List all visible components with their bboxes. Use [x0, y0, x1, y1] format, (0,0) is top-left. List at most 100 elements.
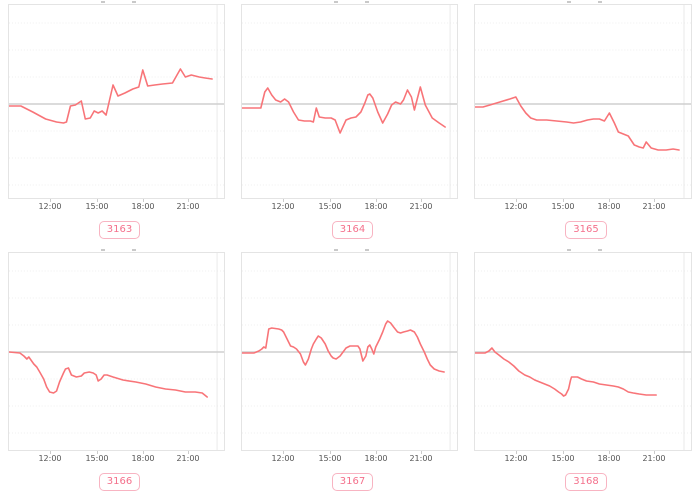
- x-axis-tick: [609, 451, 610, 454]
- badge-row: 3165: [466, 221, 700, 239]
- x-tick-label: 15:00: [551, 454, 575, 463]
- x-axis-tick: [50, 451, 51, 454]
- title-fragment: [365, 249, 369, 251]
- x-tick-label: 12:00: [271, 202, 295, 211]
- x-tick-label: 15:00: [85, 202, 109, 211]
- x-axis-tick: [654, 199, 655, 202]
- x-axis: 12:00 15:00 18:00 21:00: [474, 451, 692, 467]
- chart-cell: 12:00 15:00 18:00 21:00 3165: [466, 0, 700, 248]
- x-tick-label: 18:00: [597, 454, 621, 463]
- chart-canvas: [475, 5, 691, 198]
- title-fragment: [365, 1, 369, 3]
- chart-id-badge[interactable]: 3166: [98, 473, 141, 491]
- badge-row: 3164: [233, 221, 466, 239]
- x-axis-tick: [283, 199, 284, 202]
- x-axis: 12:00 15:00 18:00 21:00: [241, 451, 458, 467]
- series-line: [475, 347, 657, 397]
- x-axis: 12:00 15:00 18:00 21:00: [474, 199, 692, 215]
- x-axis-tick: [330, 451, 331, 454]
- x-tick-label: 12:00: [271, 454, 295, 463]
- title-fragment: [132, 1, 136, 3]
- x-axis-tick: [516, 199, 517, 202]
- title-fragment: [101, 1, 105, 3]
- chart-canvas: [242, 5, 457, 198]
- x-tick-label: 21:00: [642, 454, 666, 463]
- title-fragment: [334, 249, 338, 251]
- line-chart-plot-area[interactable]: [241, 252, 458, 451]
- chart-id-badge[interactable]: 3163: [98, 221, 141, 239]
- x-axis-tick: [421, 199, 422, 202]
- x-axis-tick: [50, 199, 51, 202]
- title-fragment: [598, 249, 602, 251]
- clipped-chart-title: [233, 0, 466, 4]
- chart-canvas: [9, 253, 224, 450]
- x-axis-tick: [188, 199, 189, 202]
- x-axis-tick: [654, 451, 655, 454]
- badge-row: 3167: [233, 473, 466, 491]
- badge-row: 3163: [0, 221, 233, 239]
- x-tick-label: 21:00: [642, 202, 666, 211]
- x-tick-label: 21:00: [409, 202, 433, 211]
- chart-cell: 12:00 15:00 18:00 21:00 3164: [233, 0, 466, 248]
- line-chart-plot-area[interactable]: [474, 252, 692, 451]
- x-axis-tick: [143, 199, 144, 202]
- chart-id-badge[interactable]: 3164: [331, 221, 374, 239]
- x-axis: 12:00 15:00 18:00 21:00: [8, 451, 225, 467]
- x-axis-tick: [376, 451, 377, 454]
- x-axis-tick: [563, 451, 564, 454]
- chart-canvas: [242, 253, 457, 450]
- clipped-chart-title: [466, 0, 700, 4]
- x-axis-tick: [609, 199, 610, 202]
- x-tick-label: 15:00: [85, 454, 109, 463]
- x-tick-label: 18:00: [131, 202, 155, 211]
- x-axis-tick: [421, 451, 422, 454]
- title-fragment: [132, 249, 136, 251]
- badge-row: 3168: [466, 473, 700, 491]
- x-axis-tick: [97, 199, 98, 202]
- title-fragment: [334, 1, 338, 3]
- x-axis-tick: [97, 451, 98, 454]
- x-tick-label: 18:00: [597, 202, 621, 211]
- clipped-chart-title: [0, 248, 233, 252]
- x-axis-tick: [283, 451, 284, 454]
- series-line: [475, 96, 680, 151]
- line-chart-plot-area[interactable]: [474, 4, 692, 199]
- chart-id-badge[interactable]: 3168: [565, 473, 607, 491]
- clipped-chart-title: [0, 0, 233, 4]
- x-tick-label: 18:00: [364, 454, 388, 463]
- x-tick-label: 15:00: [318, 202, 342, 211]
- x-tick-label: 15:00: [551, 202, 575, 211]
- x-axis-tick: [188, 451, 189, 454]
- x-axis: 12:00 15:00 18:00 21:00: [241, 199, 458, 215]
- title-fragment: [598, 1, 602, 3]
- x-tick-label: 12:00: [38, 202, 62, 211]
- x-tick-label: 18:00: [364, 202, 388, 211]
- x-axis: 12:00 15:00 18:00 21:00: [8, 199, 225, 215]
- series-line: [9, 68, 213, 124]
- series-line: [9, 351, 208, 398]
- line-chart-plot-area[interactable]: [8, 4, 225, 199]
- chart-id-badge[interactable]: 3165: [565, 221, 607, 239]
- line-chart-plot-area[interactable]: [241, 4, 458, 199]
- title-fragment: [567, 249, 571, 251]
- x-tick-label: 12:00: [504, 202, 528, 211]
- clipped-chart-title: [466, 248, 700, 252]
- x-axis-tick: [330, 199, 331, 202]
- chart-id-badge[interactable]: 3167: [331, 473, 374, 491]
- line-chart-plot-area[interactable]: [8, 252, 225, 451]
- x-tick-label: 18:00: [131, 454, 155, 463]
- series-line: [242, 320, 445, 373]
- chart-canvas: [475, 253, 691, 450]
- chart-cell: 12:00 15:00 18:00 21:00 3163: [0, 0, 233, 248]
- x-tick-label: 15:00: [318, 454, 342, 463]
- x-tick-label: 21:00: [176, 202, 200, 211]
- x-tick-label: 12:00: [504, 454, 528, 463]
- series-line: [242, 86, 446, 134]
- badge-row: 3166: [0, 473, 233, 491]
- clipped-chart-title: [233, 248, 466, 252]
- x-tick-label: 21:00: [409, 454, 433, 463]
- x-axis-tick: [516, 451, 517, 454]
- chart-cell: 12:00 15:00 18:00 21:00 3166: [0, 248, 233, 496]
- x-axis-tick: [376, 199, 377, 202]
